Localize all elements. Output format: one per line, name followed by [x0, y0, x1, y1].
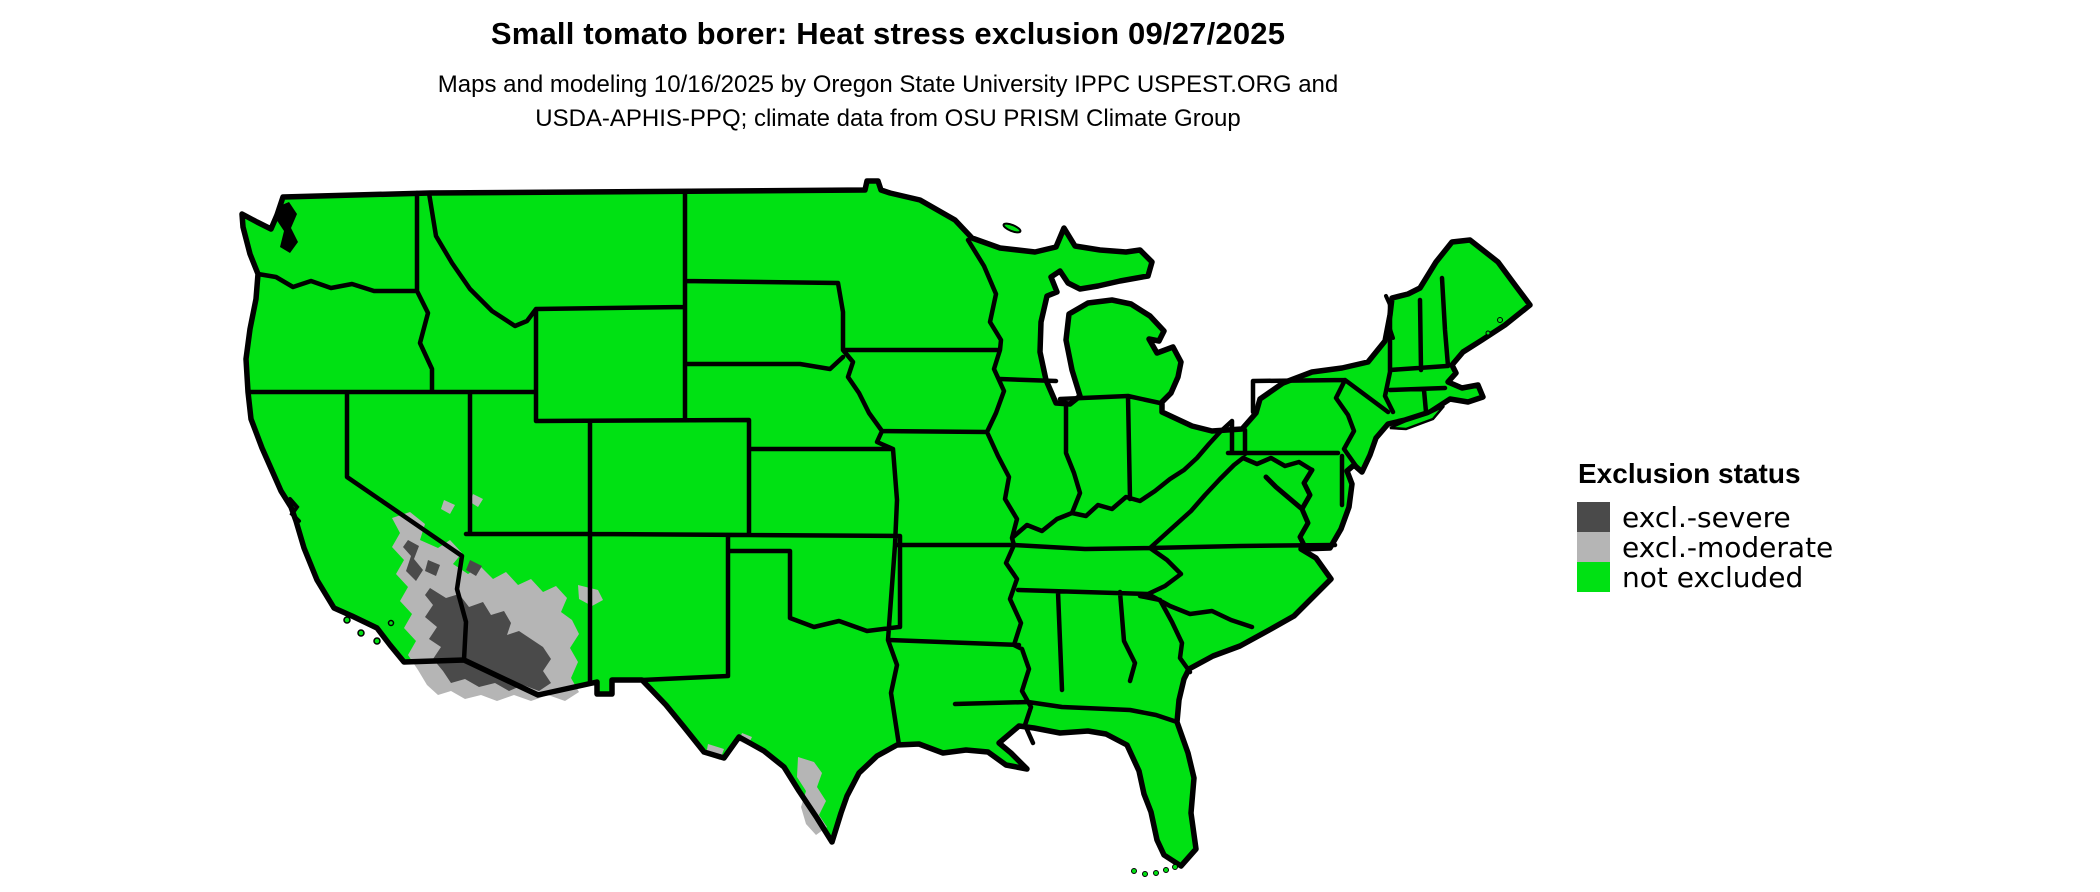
page-title: Small tomato borer: Heat stress exclusio… — [490, 16, 1286, 51]
channel-island — [387, 619, 395, 627]
channel-island — [373, 637, 381, 645]
florida-key — [1153, 870, 1159, 876]
maine-island — [1497, 317, 1503, 323]
lake-champlain — [1384, 294, 1395, 340]
florida-key — [1172, 864, 1178, 870]
subtitle-line-2: USDA-APHIS-PPQ; climate data from OSU PR… — [535, 105, 1241, 132]
map-subtitle: Maps and modeling 10/16/2025 by Oregon S… — [0, 68, 1776, 136]
subtitle-line-1: Maps and modeling 10/16/2025 by Oregon S… — [437, 71, 1339, 98]
legend-label-not-excluded: not excluded — [1622, 560, 1804, 594]
florida-key — [1163, 867, 1169, 873]
exclusion-severe-layer — [403, 540, 551, 691]
not-excluded-swatch — [1577, 562, 1610, 592]
channel-island — [357, 629, 365, 637]
map-header: Small tomato borer: Heat stress exclusio… — [0, 16, 1776, 136]
florida-key — [1142, 871, 1148, 877]
legend-title: Exclusion status — [1578, 458, 1801, 489]
legend-label-severe: excl.-severe — [1622, 500, 1791, 534]
legend-row-severe: excl.-severe — [1577, 500, 1833, 534]
florida-key — [1131, 868, 1137, 874]
legend-row-not-excluded: not excluded — [1577, 560, 1833, 594]
water-features — [276, 202, 1395, 552]
chesapeake-bay — [1263, 467, 1315, 552]
state-borders — [245, 190, 1451, 748]
islands — [343, 222, 1503, 877]
puget-sound — [276, 202, 298, 253]
severe-swatch — [1577, 502, 1610, 532]
san-francisco-bay — [288, 497, 301, 523]
legend-row-moderate: excl.-moderate — [1577, 530, 1834, 564]
legend-label-moderate: excl.-moderate — [1622, 530, 1834, 564]
moderate-swatch — [1577, 532, 1610, 562]
maine-island — [1485, 330, 1491, 336]
legend: Exclusion status excl.-severe excl.-mode… — [1577, 458, 1834, 594]
isle-royale — [1002, 222, 1022, 234]
channel-island — [343, 616, 351, 624]
us-land-fill — [242, 181, 1530, 866]
long-island — [1389, 404, 1445, 431]
